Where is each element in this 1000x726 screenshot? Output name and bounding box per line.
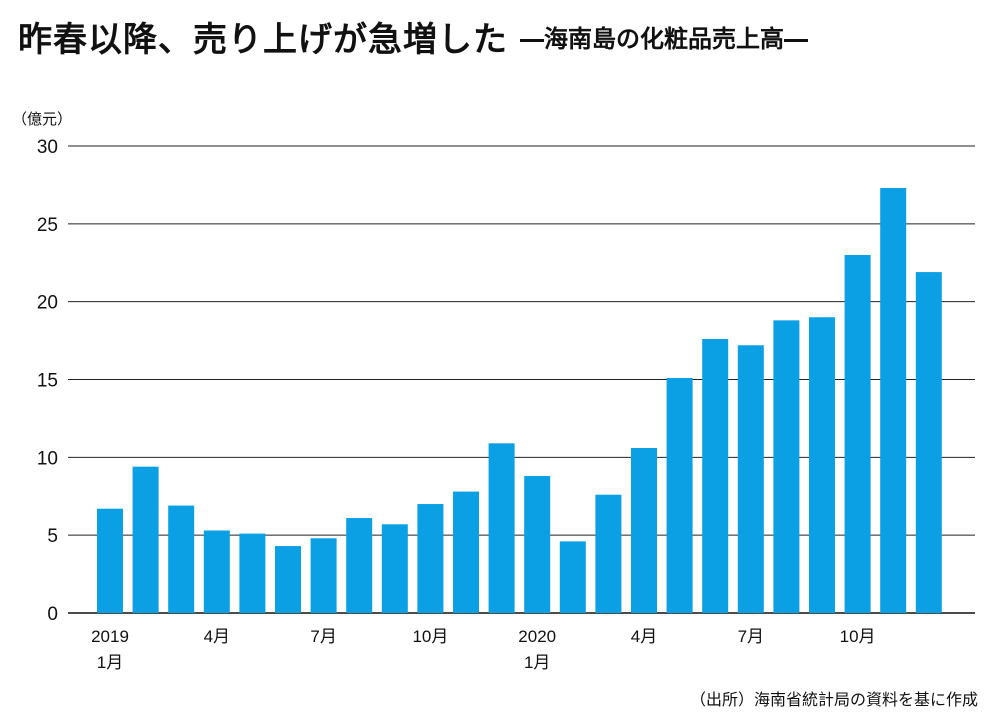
bar-2019-06 (275, 546, 301, 613)
x-tick-label: 4月 (204, 627, 230, 646)
x-tick-label: 10月 (412, 627, 448, 646)
bar-2019-02 (132, 466, 159, 613)
bar-2020-06 (702, 339, 729, 613)
bar-2019-05 (239, 533, 266, 613)
x-tick-label: 4月 (631, 627, 657, 646)
chart-header: 昨春以降、売り上げが急増した ―海南島の化粧品売上高― (18, 12, 988, 72)
bar-2019-11 (453, 491, 479, 613)
x-tick-label: 1月 (524, 653, 550, 672)
x-tick-label: 7月 (738, 627, 764, 646)
x-tick-label: 2019 (91, 627, 129, 646)
bar-2019-03 (168, 505, 195, 613)
y-axis-ticks: 0 5 10 15 20 25 30 (37, 137, 58, 625)
chart-subtitle: ―海南島の化粧品売上高― (520, 25, 808, 53)
bar-2019-12 (488, 443, 515, 613)
bar-2020-01 (524, 476, 551, 613)
y-tick-label: 5 (47, 526, 58, 547)
bar-2020-09 (809, 317, 835, 613)
chart-title: 昨春以降、売り上げが急増した (18, 20, 508, 60)
bar-2020-12 (915, 272, 942, 613)
bar-2020-10 (844, 254, 871, 613)
source-note: （出所）海南省統計局の資料を基に作成 (689, 690, 978, 709)
y-axis-unit-label: （億元） (12, 110, 73, 128)
bar-2020-03 (595, 494, 622, 613)
bar-2019-04 (203, 530, 230, 613)
y-tick-label: 30 (37, 137, 58, 158)
y-tick-label: 15 (37, 371, 58, 392)
y-tick-label: 10 (37, 448, 58, 469)
y-tick-label: 25 (37, 215, 58, 236)
bar-2020-07 (737, 345, 764, 613)
bar-2020-05 (666, 377, 693, 613)
y-tick-label: 20 (37, 293, 58, 314)
x-tick-label: 7月 (310, 627, 336, 646)
bar-2019-09 (381, 524, 408, 613)
x-tick-label: 1月 (97, 653, 123, 672)
bar-series (97, 188, 942, 613)
bar-2019-01 (97, 508, 123, 613)
bar-2020-08 (773, 320, 800, 613)
bar-2020-04 (631, 447, 657, 613)
bar-2019-10 (417, 504, 444, 613)
bar-2020-11 (880, 188, 907, 613)
x-axis-ticks: 2019 1月 4月 7月 10月 2020 1月 4月 7月 10月 (91, 627, 875, 672)
bar-2019-08 (346, 518, 373, 613)
x-tick-label: 10月 (840, 627, 876, 646)
bar-2019-07 (310, 538, 337, 613)
y-tick-label: 0 (47, 604, 58, 625)
bar-2020-02 (559, 541, 586, 613)
x-tick-label: 2020 (518, 627, 556, 646)
